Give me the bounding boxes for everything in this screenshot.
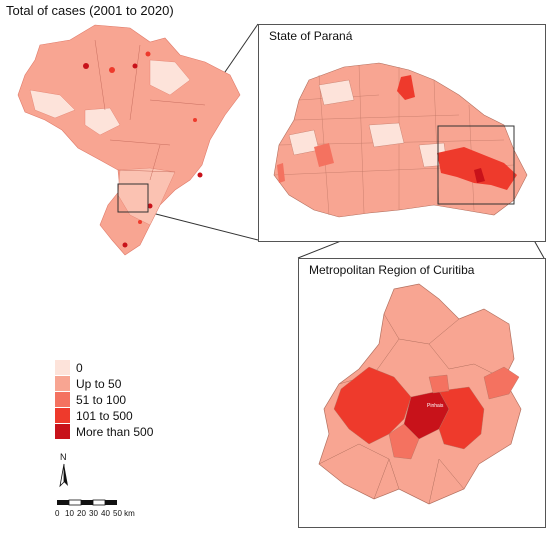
- curitiba-panel: Metropolitan Region of Curitiba Pinhais: [298, 258, 546, 528]
- pinhais-label: Pinhais: [427, 403, 444, 409]
- legend-label: 0: [76, 360, 83, 375]
- curitiba-panel-title: Metropolitan Region of Curitiba: [309, 263, 475, 277]
- north-arrow: N: [54, 452, 74, 492]
- legend-swatch: [55, 376, 70, 391]
- legend-swatch: [55, 424, 70, 439]
- scale-bar: 0 10 20 30 40 50 km: [55, 498, 165, 522]
- scale-label-0: 0: [55, 509, 60, 518]
- scale-label-50km: 50 km: [113, 509, 135, 518]
- parana-extent-box: [117, 183, 149, 213]
- legend-swatch: [55, 360, 70, 375]
- legend-label: More than 500: [76, 424, 154, 439]
- legend-item: 51 to 100: [55, 392, 126, 407]
- legend-item: 101 to 500: [55, 408, 133, 423]
- legend-swatch: [55, 392, 70, 407]
- curitiba-map: Pinhais: [318, 283, 522, 505]
- north-label: N: [60, 452, 67, 462]
- parana-map: [273, 62, 528, 218]
- map-title: Total of cases (2001 to 2020): [6, 3, 174, 18]
- legend-item: More than 500: [55, 424, 153, 439]
- legend-swatch: [55, 408, 70, 423]
- legend-item: 0: [55, 360, 83, 375]
- legend-label: 101 to 500: [76, 408, 133, 423]
- legend: 0 Up to 50 51 to 100 101 to 500 More tha…: [55, 360, 195, 440]
- north-arrow-icon: [59, 463, 68, 488]
- curitiba-extent-box: [437, 125, 515, 205]
- legend-label: Up to 50: [76, 376, 122, 391]
- scale-label-30: 30: [89, 509, 98, 518]
- parana-panel: State of Paraná: [258, 24, 546, 242]
- parana-panel-title: State of Paraná: [269, 29, 353, 43]
- legend-label: 51 to 100: [76, 392, 127, 407]
- scale-label-40: 40: [101, 509, 110, 518]
- brazil-shape: [17, 24, 241, 256]
- legend-item: Up to 50: [55, 376, 121, 391]
- scale-label-20: 20: [77, 509, 86, 518]
- scale-bar-graphic: [57, 499, 117, 506]
- scale-label-10: 10: [65, 509, 74, 518]
